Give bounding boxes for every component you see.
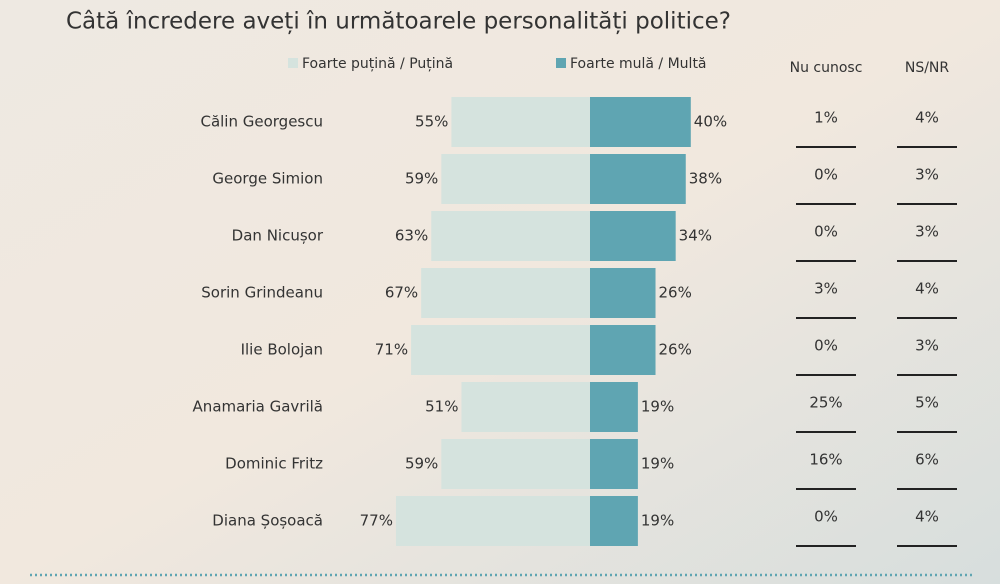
value-label: 40% <box>694 113 727 131</box>
chart-title: Câtă încredere aveți în următoarele pers… <box>66 9 731 35</box>
legend-label: Foarte puțină / Puțină <box>302 56 453 72</box>
value-label: 19% <box>641 398 674 416</box>
bar <box>461 382 590 432</box>
bar <box>441 154 590 204</box>
value-label: 59% <box>405 455 438 473</box>
column-value: 3% <box>915 223 939 241</box>
legend-label: Foarte mulă / Multă <box>570 56 707 72</box>
category-label: Sorin Grindeanu <box>201 284 323 302</box>
value-label: 71% <box>375 341 408 359</box>
column-value: 5% <box>915 394 939 412</box>
column-value: 4% <box>915 109 939 127</box>
value-label: 63% <box>395 227 428 245</box>
category-label: Dominic Fritz <box>225 455 323 473</box>
bar <box>590 211 676 261</box>
column-header: NS/NR <box>905 60 950 76</box>
value-label: 19% <box>641 455 674 473</box>
value-label: 59% <box>405 170 438 188</box>
column-value: 0% <box>814 337 838 355</box>
category-label: Ilie Bolojan <box>241 341 323 359</box>
bar <box>590 154 686 204</box>
column-value: 25% <box>809 394 842 412</box>
column-value: 0% <box>814 223 838 241</box>
category-label: Diana Șoșoacă <box>212 512 323 530</box>
value-label: 26% <box>659 341 692 359</box>
column-value: 16% <box>809 451 842 469</box>
bar <box>590 268 656 318</box>
bar <box>590 97 691 147</box>
category-label: Anamaria Gavrilă <box>193 398 323 416</box>
legend-swatch <box>556 58 566 68</box>
column-value: 3% <box>915 337 939 355</box>
column-value: 1% <box>814 109 838 127</box>
value-label: 19% <box>641 512 674 530</box>
value-label: 26% <box>659 284 692 302</box>
value-label: 77% <box>360 512 393 530</box>
bar <box>590 496 638 546</box>
value-label: 67% <box>385 284 418 302</box>
value-label: 34% <box>679 227 712 245</box>
legend-swatch <box>288 58 298 68</box>
bar <box>441 439 590 489</box>
category-label: George Simion <box>212 170 323 188</box>
bar <box>590 439 638 489</box>
value-label: 55% <box>415 113 448 131</box>
column-value: 4% <box>915 280 939 298</box>
bar <box>421 268 590 318</box>
category-label: Călin Georgescu <box>200 113 323 131</box>
column-value: 4% <box>915 508 939 526</box>
bar <box>590 325 656 375</box>
bar <box>411 325 590 375</box>
value-label: 38% <box>689 170 722 188</box>
bar <box>451 97 590 147</box>
category-label: Dan Nicușor <box>232 227 324 245</box>
bar <box>431 211 590 261</box>
column-value: 0% <box>814 166 838 184</box>
bar <box>590 382 638 432</box>
column-value: 3% <box>915 166 939 184</box>
column-value: 6% <box>915 451 939 469</box>
column-value: 0% <box>814 508 838 526</box>
column-header: Nu cunosc <box>790 60 863 76</box>
value-label: 51% <box>425 398 458 416</box>
bar <box>395 496 590 546</box>
column-value: 3% <box>814 280 838 298</box>
